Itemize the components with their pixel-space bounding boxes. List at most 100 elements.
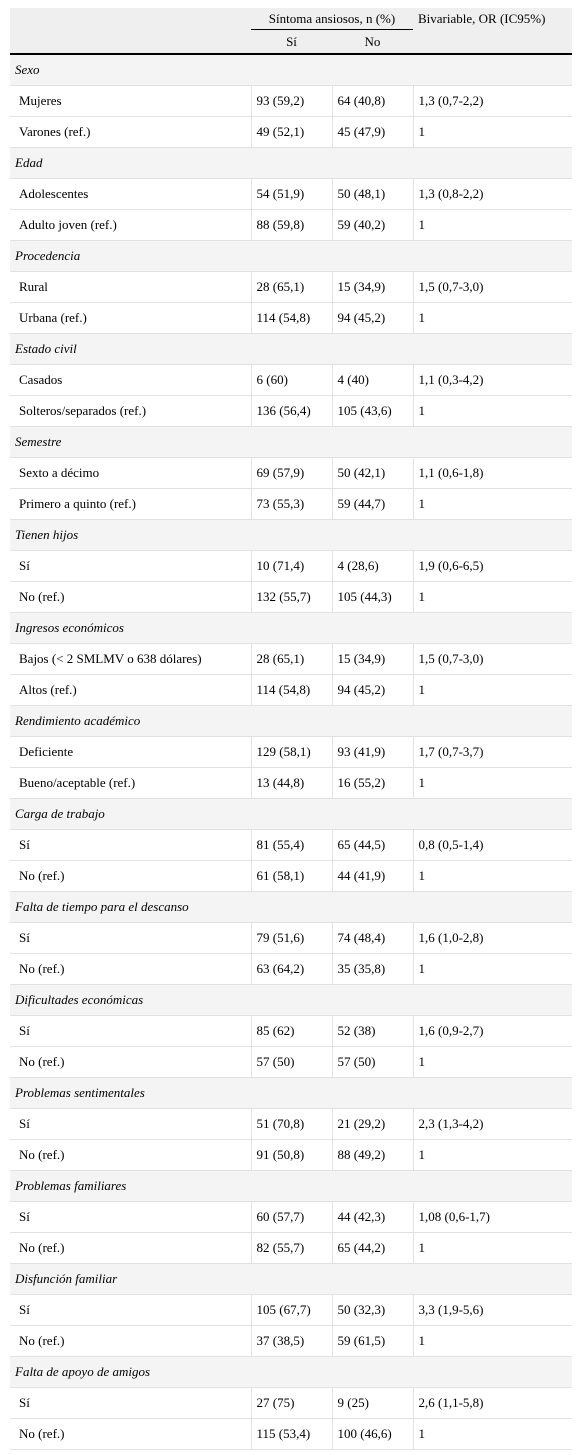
- table-body: Sexo Mujeres 93 (59,2) 64 (40,8) 1,3 (0,7-2,…: [10, 54, 572, 1450]
- cell-no: 4 (40): [331, 364, 413, 396]
- cell-or: 2,3 (1,3-4,2): [412, 1108, 572, 1140]
- row-label: No (ref.): [10, 1046, 251, 1078]
- row-label: Mujeres: [10, 85, 251, 117]
- section-row: Tienen hijos: [10, 519, 572, 551]
- cell-si: 69 (57,9): [250, 457, 332, 489]
- table-row: Adulto joven (ref.) 88 (59,8) 59 (40,2) 1: [10, 209, 572, 241]
- row-label: Adolescentes: [10, 178, 251, 210]
- cell-or: 1,6 (0,9-2,7): [412, 1015, 572, 1047]
- cell-no: 93 (41,9): [331, 736, 413, 768]
- table-row: Sí 79 (51,6) 74 (48,4) 1,6 (1,0-2,8): [10, 922, 572, 954]
- row-label: No (ref.): [10, 1418, 251, 1450]
- cell-si: 132 (55,7): [250, 581, 332, 613]
- cell-or: 1,1 (0,6-1,8): [412, 457, 572, 489]
- cell-no: 44 (42,3): [331, 1201, 413, 1233]
- header-or: Bivariable, OR (IC95%): [413, 8, 572, 30]
- header-blank-3: [413, 29, 572, 55]
- header-blank-2: [10, 29, 251, 55]
- cell-or: 1,08 (0,6-1,7): [412, 1201, 572, 1233]
- table-row: Sí 10 (71,4) 4 (28,6) 1,9 (0,6-6,5): [10, 550, 572, 582]
- section-row: Disfunción familiar: [10, 1263, 572, 1295]
- cell-si: 49 (52,1): [250, 116, 332, 148]
- table-row: Sí 51 (70,8) 21 (29,2) 2,3 (1,3-4,2): [10, 1108, 572, 1140]
- section-title: Problemas sentimentales: [10, 1077, 572, 1109]
- table-row: Mujeres 93 (59,2) 64 (40,8) 1,3 (0,7-2,2): [10, 85, 572, 117]
- section-row: Carga de trabajo: [10, 798, 572, 830]
- cell-si: 28 (65,1): [250, 643, 332, 675]
- cell-si: 88 (59,8): [250, 209, 332, 241]
- cell-si: 51 (70,8): [250, 1108, 332, 1140]
- table-row: Adolescentes 54 (51,9) 50 (48,1) 1,3 (0,8-2…: [10, 178, 572, 210]
- cell-or: 3,3 (1,9-5,6): [412, 1294, 572, 1326]
- section-row: Rendimiento académico: [10, 705, 572, 737]
- cell-si: 81 (55,4): [250, 829, 332, 861]
- section-title: Falta de tiempo para el descanso: [10, 891, 572, 923]
- cell-si: 105 (67,7): [250, 1294, 332, 1326]
- cell-si: 91 (50,8): [250, 1139, 332, 1171]
- cell-si: 13 (44,8): [250, 767, 332, 799]
- cell-no: 88 (49,2): [331, 1139, 413, 1171]
- section-row: Semestre: [10, 426, 572, 458]
- cell-or: 1: [412, 581, 572, 613]
- cell-no: 94 (45,2): [331, 302, 413, 334]
- row-label: Sí: [10, 1294, 251, 1326]
- cell-or: 1,1 (0,3-4,2): [412, 364, 572, 396]
- header-si: Sí: [251, 29, 332, 55]
- cell-no: 45 (47,9): [331, 116, 413, 148]
- cell-si: 73 (55,3): [250, 488, 332, 520]
- cell-si: 79 (51,6): [250, 922, 332, 954]
- row-label: Deficiente: [10, 736, 251, 768]
- section-title: Problemas familiares: [10, 1170, 572, 1202]
- section-row: Edad: [10, 147, 572, 179]
- cell-or: 1: [412, 1232, 572, 1264]
- row-label: Sí: [10, 922, 251, 954]
- cell-or: 1,3 (0,8-2,2): [412, 178, 572, 210]
- cell-si: 114 (54,8): [250, 674, 332, 706]
- cell-or: 1,3 (0,7-2,2): [412, 85, 572, 117]
- cell-si: 61 (58,1): [250, 860, 332, 892]
- table-row: No (ref.) 82 (55,7) 65 (44,2) 1: [10, 1232, 572, 1264]
- row-label: Bajos (< 2 SMLMV o 638 dólares): [10, 643, 251, 675]
- cell-or: 1: [412, 1325, 572, 1357]
- section-title: Procedencia: [10, 240, 572, 272]
- table-row: Sí 85 (62) 52 (38) 1,6 (0,9-2,7): [10, 1015, 572, 1047]
- row-label: No (ref.): [10, 1139, 251, 1171]
- cell-no: 65 (44,5): [331, 829, 413, 861]
- row-label: Altos (ref.): [10, 674, 251, 706]
- header-no: No: [332, 29, 413, 55]
- row-label: No (ref.): [10, 1325, 251, 1357]
- table-row: No (ref.) 37 (38,5) 59 (61,5) 1: [10, 1325, 572, 1357]
- table-row: No (ref.) 91 (50,8) 88 (49,2) 1: [10, 1139, 572, 1171]
- cell-or: 2,6 (1,1-5,8): [412, 1387, 572, 1419]
- section-row: Dificultades económicas: [10, 984, 572, 1016]
- table-row: No (ref.) 115 (53,4) 100 (46,6) 1: [10, 1418, 572, 1450]
- table-row: Casados 6 (60) 4 (40) 1,1 (0,3-4,2): [10, 364, 572, 396]
- section-title: Ingresos económicos: [10, 612, 572, 644]
- cell-si: 27 (75): [250, 1387, 332, 1419]
- section-row: Falta de apoyo de amigos: [10, 1356, 572, 1388]
- cell-no: 105 (43,6): [331, 395, 413, 427]
- section-title: Semestre: [10, 426, 572, 458]
- row-label: Sí: [10, 550, 251, 582]
- row-label: Sexto a décimo: [10, 457, 251, 489]
- row-label: Sí: [10, 1387, 251, 1419]
- cell-or: 1,6 (1,0-2,8): [412, 922, 572, 954]
- row-label: No (ref.): [10, 953, 251, 985]
- row-label: Sí: [10, 829, 251, 861]
- section-title: Tienen hijos: [10, 519, 572, 551]
- cell-si: 82 (55,7): [250, 1232, 332, 1264]
- cell-si: 93 (59,2): [250, 85, 332, 117]
- cell-si: 60 (57,7): [250, 1201, 332, 1233]
- section-row: Ingresos económicos: [10, 612, 572, 644]
- table-row: Deficiente 129 (58,1) 93 (41,9) 1,7 (0,7-3,…: [10, 736, 572, 768]
- row-label: Varones (ref.): [10, 116, 251, 148]
- table-row: Primero a quinto (ref.) 73 (55,3) 59 (44,7…: [10, 488, 572, 520]
- row-label: Bueno/aceptable (ref.): [10, 767, 251, 799]
- cell-or: 1: [412, 395, 572, 427]
- section-title: Rendimiento académico: [10, 705, 572, 737]
- cell-or: 1: [412, 860, 572, 892]
- row-label: Sí: [10, 1201, 251, 1233]
- cell-no: 64 (40,8): [331, 85, 413, 117]
- cell-si: 136 (56,4): [250, 395, 332, 427]
- cell-no: 105 (44,3): [331, 581, 413, 613]
